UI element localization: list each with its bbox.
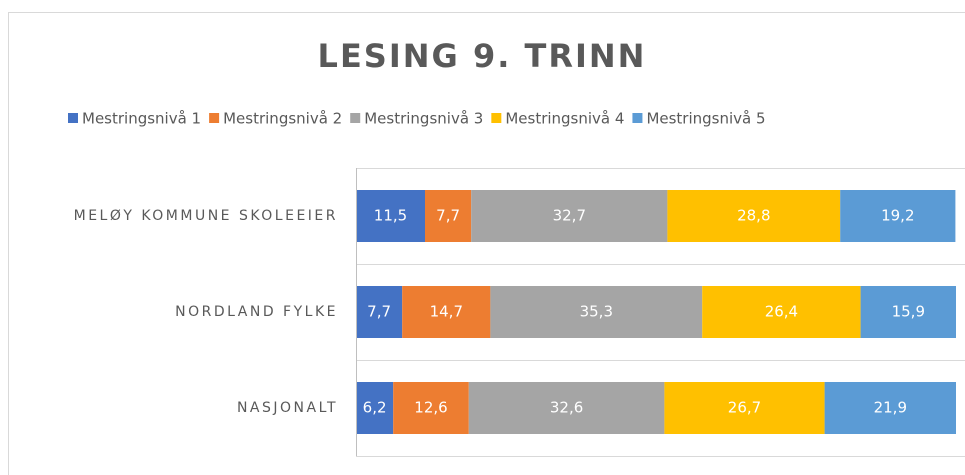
data-label: 26,4: [765, 303, 798, 321]
data-label: 15,9: [892, 303, 925, 321]
legend-label: Mestringsnivå 2: [223, 110, 342, 128]
data-label: 6,2: [363, 399, 387, 417]
data-label: 11,5: [374, 207, 407, 225]
legend-swatch: [491, 113, 502, 123]
legend-swatch: [350, 113, 361, 123]
legend-swatch: [209, 113, 220, 123]
data-label: 32,7: [553, 207, 586, 225]
data-label: 7,7: [436, 207, 460, 225]
data-label: 19,2: [881, 207, 914, 225]
legend-label: Mestringsnivå 1: [82, 110, 201, 128]
legend-swatch: [632, 113, 643, 123]
data-label: 28,8: [737, 207, 770, 225]
bar-segment: [425, 190, 472, 242]
bar-segment: [664, 382, 825, 434]
bar-segment: [860, 286, 956, 338]
bar-segment: [824, 382, 956, 434]
bar-segment: [356, 286, 403, 338]
data-label: 32,6: [550, 399, 583, 417]
data-label: 35,3: [580, 303, 613, 321]
bar-segment: [393, 382, 469, 434]
chart-title: LESING 9. TRINN: [318, 37, 647, 75]
bar-segment: [356, 190, 425, 242]
bar-segment: [840, 190, 956, 242]
data-label: 12,6: [414, 399, 447, 417]
legend-swatch: [68, 113, 78, 123]
bar-segment: [702, 286, 861, 338]
bar-segment: [471, 190, 668, 242]
bar-segment: [667, 190, 841, 242]
legend-label: Mestringsnivå 3: [364, 110, 483, 128]
legend-label: Mestringsnivå 4: [505, 110, 624, 128]
data-label: 7,7: [367, 303, 391, 321]
data-label: 21,9: [874, 399, 907, 417]
y-tick-label: NORDLAND FYLKE: [175, 304, 338, 320]
legend-label: Mestringsnivå 5: [646, 110, 765, 128]
bar-segment: [490, 286, 703, 338]
bar-segment: [468, 382, 665, 434]
data-label: 14,7: [430, 303, 463, 321]
y-tick-label: NASJONALT: [237, 400, 338, 416]
bar-segment: [402, 286, 491, 338]
data-label: 26,7: [728, 399, 761, 417]
bar-segment: [356, 382, 394, 434]
y-tick-label: MELØY KOMMUNE SKOLEEIER: [74, 208, 338, 224]
